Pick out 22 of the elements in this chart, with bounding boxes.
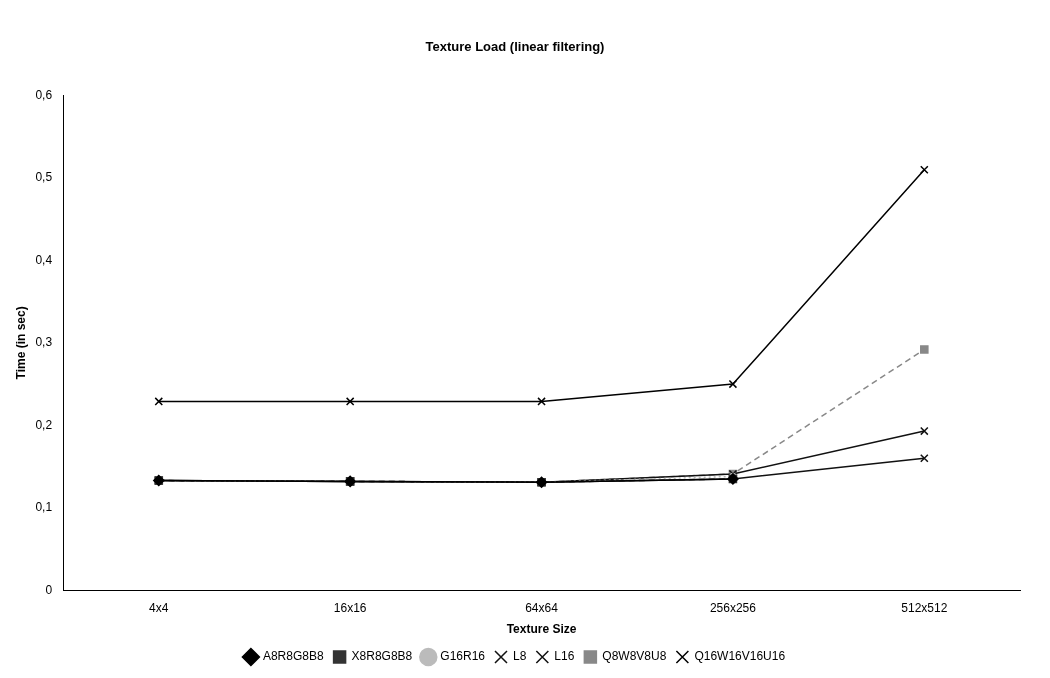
y-tick-label: 0,1: [35, 500, 53, 515]
x-tick-label: 64x64: [525, 600, 559, 615]
y-tick-label: 0,5: [35, 170, 53, 185]
x-tick-label: 4x4: [149, 600, 169, 615]
x-tick-label: 256x256: [709, 600, 757, 615]
legend-label: X8R8G8B8: [351, 649, 413, 664]
legend-label: L16: [554, 649, 575, 664]
legend-label: Q16W16V16U16: [694, 649, 786, 664]
y-tick-label: 0: [45, 582, 53, 597]
legend-label: L8: [512, 649, 527, 664]
y-axis-title: Time (in sec): [13, 306, 28, 380]
x-axis-title: Texture Size: [506, 622, 577, 637]
chart-title: Texture Load (linear filtering): [425, 39, 605, 55]
y-tick-label: 0,6: [35, 87, 53, 102]
y-tick-label: 0,2: [35, 417, 53, 432]
y-tick-label: 0,3: [35, 335, 53, 350]
x-tick-label: 16x16: [333, 600, 367, 615]
x-tick-label: 512x512: [901, 600, 948, 615]
legend-label: A8R8G8B8: [262, 649, 324, 664]
y-tick-label: 0,4: [35, 252, 53, 267]
legend-label: Q8W8V8U8: [602, 649, 667, 664]
legend-label: G16R16: [440, 649, 486, 664]
